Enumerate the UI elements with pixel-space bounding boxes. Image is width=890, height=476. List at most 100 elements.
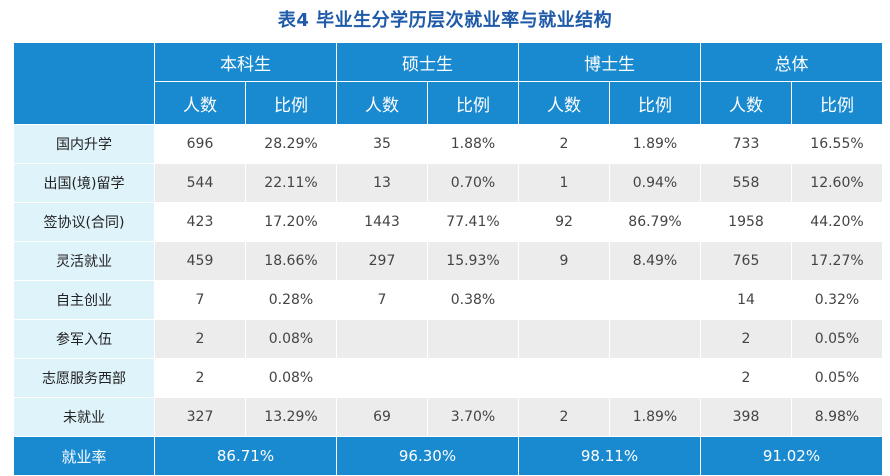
table-cell: 733	[700, 124, 792, 164]
table-row: 灵活就业 459 18.66% 297 15.93% 9 8.49% 765 1…	[13, 241, 883, 281]
table-cell: 0.08%	[245, 358, 337, 398]
table-cell: 18.66%	[245, 241, 337, 281]
table-cell: 1.88%	[427, 124, 519, 164]
table-cell	[336, 358, 428, 398]
table-row: 参军入伍 2 0.08% 2 0.05%	[13, 319, 883, 359]
table-cell: 2	[700, 319, 792, 359]
table-cell	[518, 358, 610, 398]
row-label: 参军入伍	[13, 319, 155, 359]
table-cell: 2	[700, 358, 792, 398]
table-cell: 7	[336, 280, 428, 320]
table-cell: 297	[336, 241, 428, 281]
row-label: 国内升学	[13, 124, 155, 164]
table-cell: 13	[336, 163, 428, 203]
table-cell: 12.60%	[791, 163, 883, 203]
table-cell: 3.70%	[427, 397, 519, 437]
table-cell: 459	[154, 241, 246, 281]
row-label: 志愿服务西部	[13, 358, 155, 398]
table-cell: 423	[154, 202, 246, 242]
table-cell: 77.41%	[427, 202, 519, 242]
table-cell: 0.94%	[609, 163, 701, 203]
table-cell: 17.27%	[791, 241, 883, 281]
rate-total: 91.02%	[700, 436, 883, 476]
table-cell: 0.05%	[791, 358, 883, 398]
table-cell: 8.98%	[791, 397, 883, 437]
table-cell: 1	[518, 163, 610, 203]
table-cell: 1958	[700, 202, 792, 242]
table-title: 表4 毕业生分学历层次就业率与就业结构	[277, 10, 613, 31]
sub-header-count: 人数	[336, 81, 428, 125]
table-cell: 8.49%	[609, 241, 701, 281]
table-cell: 398	[700, 397, 792, 437]
table-row: 志愿服务西部 2 0.08% 2 0.05%	[13, 358, 883, 398]
group-header-undergrad: 本科生	[154, 42, 337, 82]
table-cell: 558	[700, 163, 792, 203]
table-cell	[518, 280, 610, 320]
table-cell: 69	[336, 397, 428, 437]
group-header-doctor: 博士生	[518, 42, 701, 82]
table-cell: 0.08%	[245, 319, 337, 359]
table-cell: 2	[518, 124, 610, 164]
table-cell: 35	[336, 124, 428, 164]
sub-header-count: 人数	[518, 81, 610, 125]
table-cell: 1.89%	[609, 397, 701, 437]
corner-header	[13, 42, 155, 125]
table-row: 自主创业 7 0.28% 7 0.38% 14 0.32%	[13, 280, 883, 320]
group-header-row: 本科生 硕士生 博士生 总体	[13, 42, 883, 125]
table-cell: 2	[518, 397, 610, 437]
table-cell	[518, 319, 610, 359]
row-label: 自主创业	[13, 280, 155, 320]
row-label: 灵活就业	[13, 241, 155, 281]
sub-header-ratio: 比例	[427, 81, 519, 125]
employment-rate-row: 就业率 86.71% 96.30% 98.11% 91.02%	[13, 436, 883, 476]
table-cell: 0.38%	[427, 280, 519, 320]
table-cell	[336, 319, 428, 359]
table-cell: 92	[518, 202, 610, 242]
rate-master: 96.30%	[336, 436, 519, 476]
table-cell: 44.20%	[791, 202, 883, 242]
table-cell: 17.20%	[245, 202, 337, 242]
table-cell: 1.89%	[609, 124, 701, 164]
table-cell: 0.05%	[791, 319, 883, 359]
table-cell: 9	[518, 241, 610, 281]
footer-label: 就业率	[13, 436, 155, 476]
row-label: 出国(境)留学	[13, 163, 155, 203]
table-row: 国内升学 696 28.29% 35 1.88% 2 1.89% 733 16.…	[13, 124, 883, 164]
table-cell	[427, 319, 519, 359]
sub-header-count: 人数	[154, 81, 246, 125]
table-cell: 327	[154, 397, 246, 437]
table-cell: 28.29%	[245, 124, 337, 164]
group-header-total: 总体	[700, 42, 883, 82]
table-cell: 0.28%	[245, 280, 337, 320]
table-cell: 765	[700, 241, 792, 281]
table-cell	[427, 358, 519, 398]
row-label: 签协议(合同)	[13, 202, 155, 242]
table-cell: 15.93%	[427, 241, 519, 281]
sub-header-ratio: 比例	[609, 81, 701, 125]
table-cell: 544	[154, 163, 246, 203]
employment-table: 本科生 硕士生 博士生 总体 人数 比例 人数 比例 人数 比例 人数 比例 国…	[13, 42, 883, 476]
table-row: 出国(境)留学 544 22.11% 13 0.70% 1 0.94% 558 …	[13, 163, 883, 203]
sub-header-ratio: 比例	[245, 81, 337, 125]
table-cell	[609, 358, 701, 398]
table-cell	[609, 319, 701, 359]
sub-header-row: 人数 比例 人数 比例 人数 比例 人数 比例	[14, 81, 883, 125]
table-cell: 2	[154, 319, 246, 359]
table-cell: 0.32%	[791, 280, 883, 320]
table-cell: 1443	[336, 202, 428, 242]
table-cell: 13.29%	[245, 397, 337, 437]
rate-doctor: 98.11%	[518, 436, 701, 476]
table-row: 未就业 327 13.29% 69 3.70% 2 1.89% 398 8.98…	[13, 397, 883, 437]
rate-undergrad: 86.71%	[154, 436, 337, 476]
table-cell: 0.70%	[427, 163, 519, 203]
group-header-master: 硕士生	[336, 42, 519, 82]
table-cell: 2	[154, 358, 246, 398]
row-label: 未就业	[13, 397, 155, 437]
sub-header-count: 人数	[700, 81, 792, 125]
table-cell: 22.11%	[245, 163, 337, 203]
sub-header-ratio: 比例	[791, 81, 883, 125]
table-cell: 696	[154, 124, 246, 164]
table-cell: 16.55%	[791, 124, 883, 164]
table-cell: 7	[154, 280, 246, 320]
table-cell: 14	[700, 280, 792, 320]
